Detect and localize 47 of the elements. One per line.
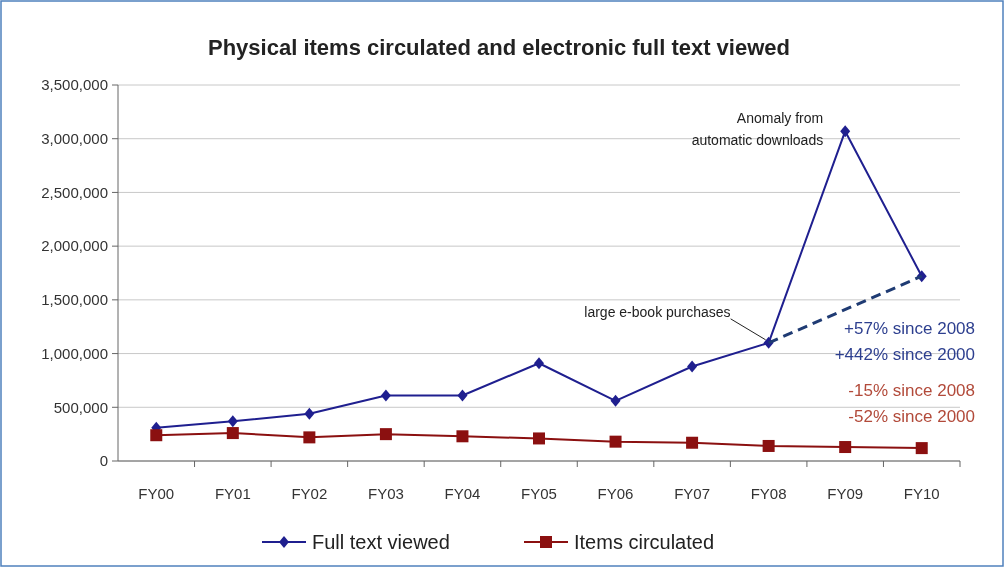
point (150, 429, 163, 442)
point (534, 357, 544, 370)
x-tick-label: FY07 (674, 485, 711, 502)
y-tick-label: 3,500,000 (41, 76, 108, 94)
x-tick-label: FY05 (521, 485, 557, 502)
point (379, 428, 392, 441)
point (456, 430, 469, 443)
x-tick-label: FY00 (138, 485, 175, 502)
point (687, 360, 698, 373)
point (304, 407, 315, 420)
point (227, 415, 238, 428)
x-tick-label: FY03 (367, 485, 404, 502)
annotation: Anomaly from automatic downloads (691, 110, 824, 149)
point (380, 389, 391, 402)
point (840, 125, 851, 138)
annotation: -15% since 2008 (848, 381, 975, 400)
annotation: -52% since 2000 (848, 407, 975, 426)
y-tick-label: 500,000 (53, 398, 108, 416)
y-tick-label: 2,500,000 (41, 183, 108, 201)
point (686, 436, 699, 449)
point (303, 431, 316, 444)
y-tick-label: 1,000,000 (41, 344, 108, 362)
legend-label: Items circulated (574, 531, 715, 553)
x-tick-label: FY10 (903, 485, 940, 502)
point (609, 435, 622, 448)
point (839, 441, 852, 454)
y-tick-label: 0 (99, 452, 108, 470)
chart-title: Physical items circulated and electronic full text viewed (208, 35, 790, 60)
point (915, 442, 928, 455)
y-tick-label: 1,500,000 (41, 291, 108, 309)
annotation: +442% since 2000 (834, 345, 975, 364)
point (762, 439, 775, 452)
x-tick-label: FY04 (444, 485, 481, 502)
x-tick-label: FY09 (827, 485, 864, 502)
legend-label: Full text viewed (312, 531, 450, 553)
point (457, 389, 468, 402)
annotation: +57% since 2008 (844, 319, 975, 338)
x-tick-label: FY01 (214, 485, 251, 502)
point (610, 394, 621, 407)
annotation: large e-book purchases (584, 303, 731, 320)
y-tick-label: 3,000,000 (41, 129, 108, 147)
x-tick-label: FY06 (597, 485, 634, 502)
x-tick-label: FY02 (291, 485, 328, 502)
x-tick-label: FY08 (750, 485, 787, 502)
point (533, 432, 545, 445)
y-tick-label: 2,000,000 (41, 237, 108, 255)
point (226, 427, 239, 440)
